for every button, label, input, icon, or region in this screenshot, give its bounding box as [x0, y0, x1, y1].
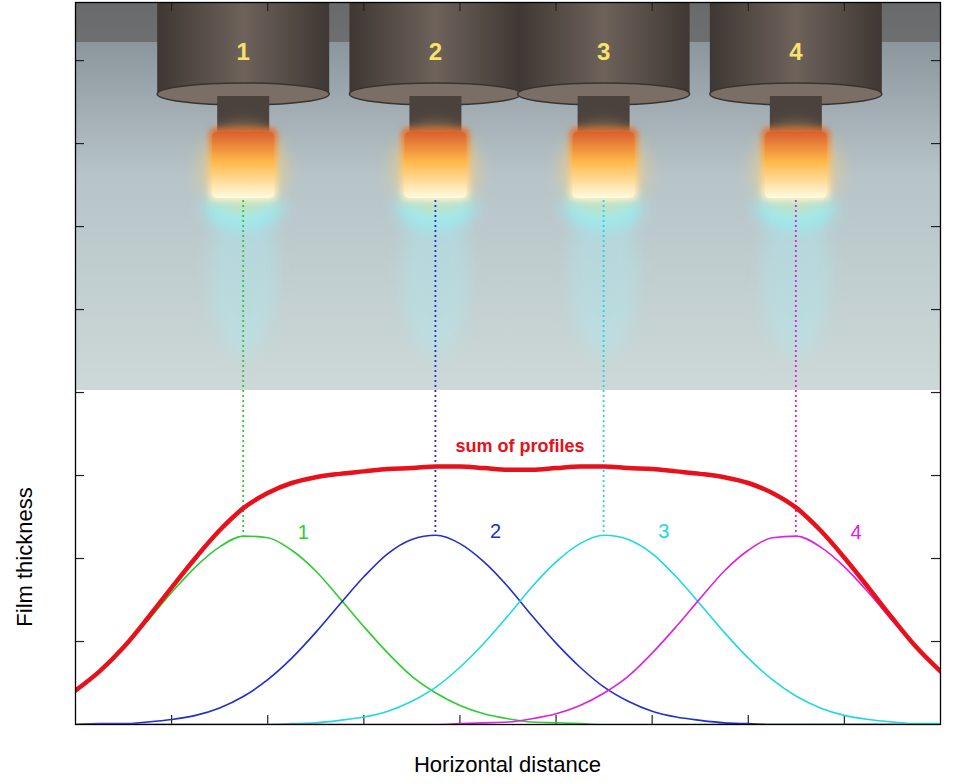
svg-text:2: 2 [490, 520, 501, 542]
svg-text:2: 2 [429, 38, 442, 65]
svg-text:Horizontal distance: Horizontal distance [414, 752, 601, 777]
svg-text:Film thickness: Film thickness [12, 487, 37, 626]
svg-text:4: 4 [789, 38, 803, 65]
svg-text:3: 3 [597, 38, 610, 65]
svg-text:1: 1 [237, 38, 250, 65]
svg-text:sum of profiles: sum of profiles [456, 436, 585, 456]
svg-text:1: 1 [298, 521, 309, 543]
svg-text:4: 4 [850, 521, 861, 543]
svg-text:3: 3 [658, 520, 669, 542]
